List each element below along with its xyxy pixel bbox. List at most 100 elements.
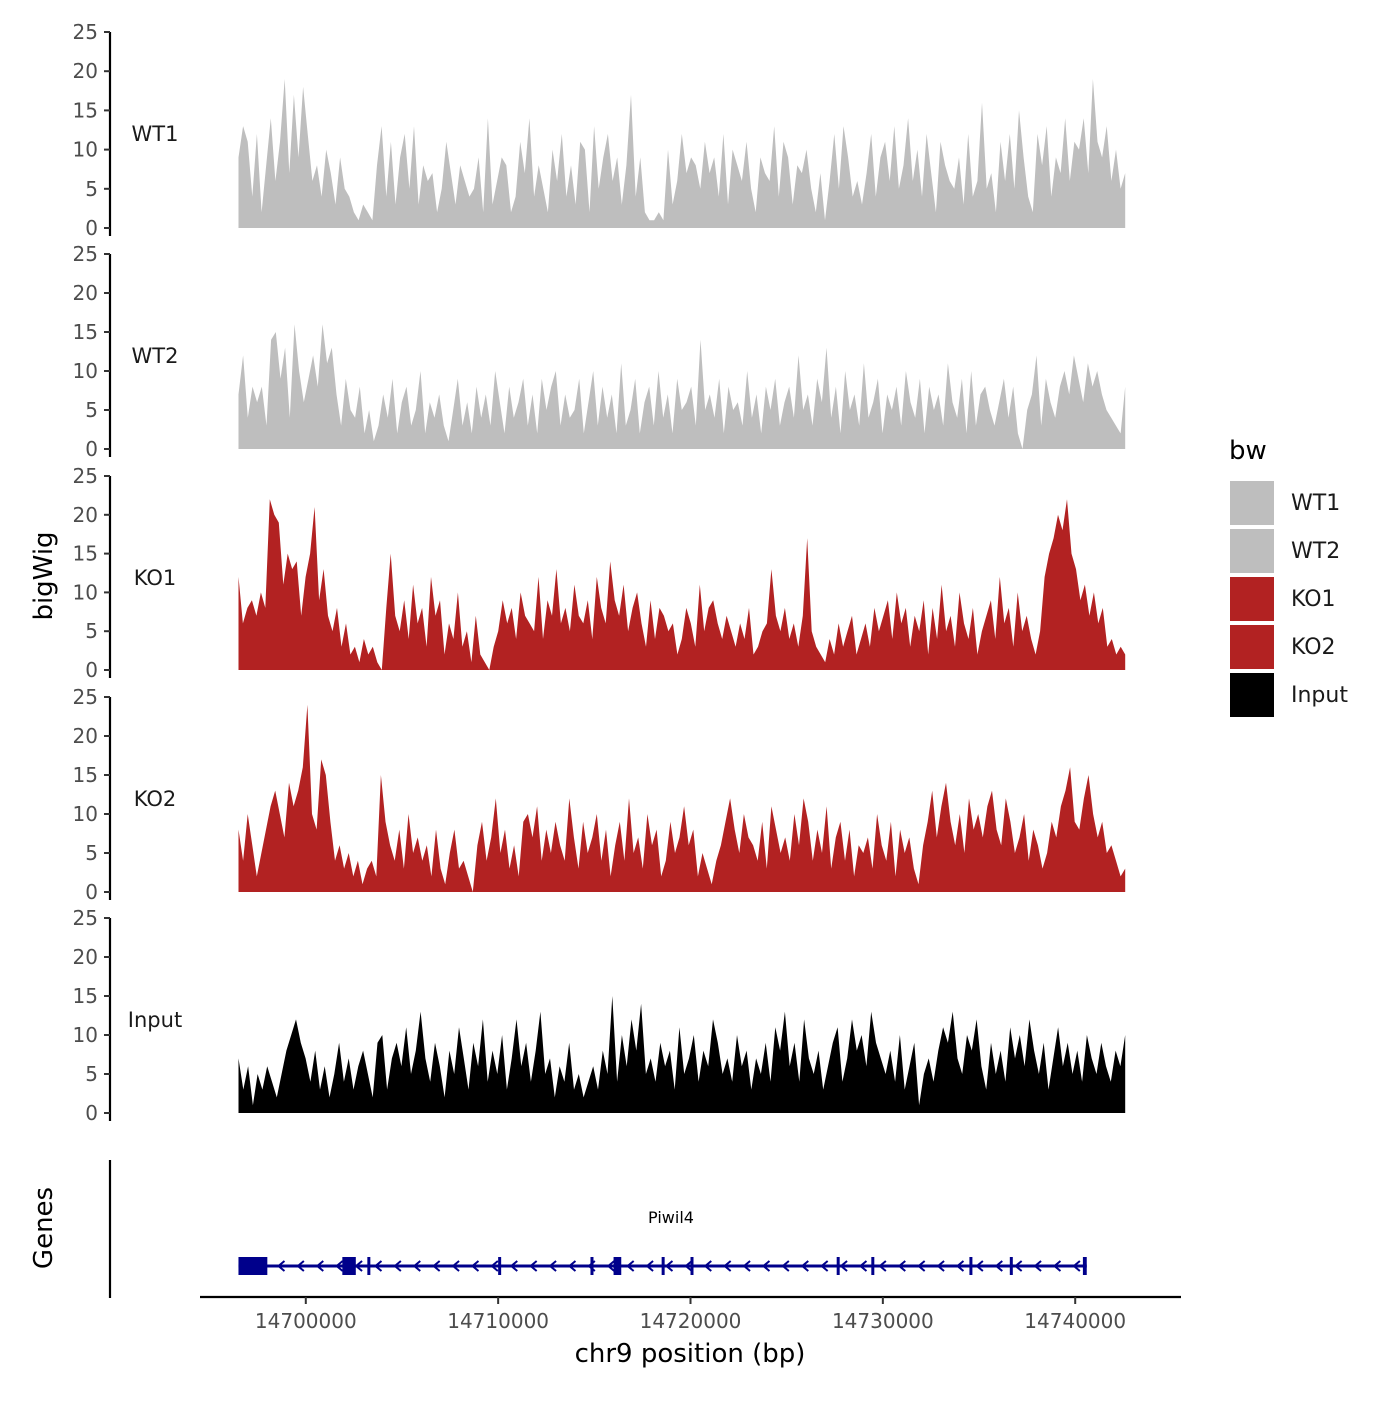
y-tick-label: 15 <box>73 320 98 344</box>
legend-label-ko2: KO2 <box>1291 635 1336 660</box>
y-axis-title: bigWig <box>29 531 59 620</box>
y-tick-label: 0 <box>85 216 98 240</box>
y-tick-label: 25 <box>73 685 98 709</box>
y-tick-label: 20 <box>73 503 98 527</box>
legend-label-wt2: WT2 <box>1291 539 1340 564</box>
y-tick-label: 20 <box>73 724 98 748</box>
x-tick-label: 14720000 <box>640 1309 742 1333</box>
legend: bw WT1 WT2 KO1 KO2 Input <box>1228 436 1348 719</box>
strand-arrow <box>820 1260 829 1272</box>
y-tick-label: 10 <box>73 138 98 162</box>
exon <box>1009 1257 1013 1275</box>
y-tick-label: 10 <box>73 580 98 604</box>
legend-key-ko1 <box>1228 575 1276 623</box>
strand-arrow <box>955 1260 965 1272</box>
strand-arrow <box>1072 1260 1081 1272</box>
track-label-input: Input <box>128 1008 182 1032</box>
tracks-layer: 0510152025WT10510152025WT20510152025KO10… <box>73 20 1126 1125</box>
legend-label-input: Input <box>1291 683 1348 708</box>
strand-arrow <box>548 1260 557 1272</box>
y-tick-label: 15 <box>73 98 98 122</box>
track-input: 0 5 10 15 20 25 Input <box>73 906 1126 1125</box>
strand-arrow <box>878 1260 887 1272</box>
strand-arrow <box>626 1260 635 1272</box>
y-tick-label: 20 <box>73 59 98 83</box>
strand-arrow <box>897 1260 906 1272</box>
y-tick-label: 25 <box>73 242 98 266</box>
exon <box>590 1257 594 1275</box>
strand-arrow <box>315 1260 324 1272</box>
strand-arrow <box>1014 1260 1023 1272</box>
strand-arrow <box>373 1260 383 1272</box>
strand-arrow <box>354 1260 363 1272</box>
exon <box>871 1257 875 1275</box>
strand-arrow <box>490 1260 499 1272</box>
legend-label-wt1: WT1 <box>1291 491 1340 516</box>
track-label-wt2: WT2 <box>132 344 179 368</box>
y-tick-label: 0 <box>85 1101 98 1125</box>
track-wt2: 0 5 10 15 20 25 WT2 <box>73 242 1126 461</box>
strand-arrow <box>335 1260 344 1272</box>
exon <box>661 1257 665 1275</box>
gene-name-label: Piwil4 <box>648 1208 694 1227</box>
strand-arrow <box>567 1260 577 1272</box>
y-tick-label: 25 <box>73 906 98 930</box>
strand-arrow <box>470 1260 480 1272</box>
strand-arrow <box>509 1260 518 1272</box>
strand-arrow <box>645 1260 654 1272</box>
x-axis: chr9 position (bp) 14700000 14710000 14720… <box>200 1295 1181 1369</box>
strand-arrow <box>800 1260 809 1272</box>
legend-title: bw <box>1229 436 1267 466</box>
y-tick-label: 20 <box>73 281 98 305</box>
y-tick-label: 10 <box>73 802 98 826</box>
signal-area-wt1 <box>238 79 1126 228</box>
exon <box>690 1257 694 1275</box>
strand-arrow <box>703 1260 712 1272</box>
legend-key-wt1 <box>1228 479 1276 527</box>
exon <box>238 1257 268 1275</box>
strand-arrow <box>451 1260 460 1272</box>
signal-area-input <box>238 996 1126 1113</box>
exon <box>367 1257 371 1275</box>
exon <box>613 1257 622 1275</box>
exon <box>498 1257 502 1275</box>
strand-arrow <box>723 1260 732 1272</box>
x-axis-title: chr9 position (bp) <box>575 1339 806 1369</box>
strand-arrow <box>781 1260 790 1272</box>
y-tick-label: 20 <box>73 945 98 969</box>
strand-arrow <box>936 1260 945 1272</box>
y-tick-label: 5 <box>85 1062 98 1086</box>
strand-arrow <box>994 1260 1003 1272</box>
strand-arrow <box>276 1260 286 1272</box>
strand-arrow <box>684 1260 693 1272</box>
y-tick-label: 15 <box>73 984 98 1008</box>
exon <box>342 1257 356 1275</box>
x-tick-label: 14710000 <box>447 1309 549 1333</box>
legend-label-ko1: KO1 <box>1291 587 1336 612</box>
x-tick-label: 14700000 <box>255 1309 357 1333</box>
exon <box>969 1257 973 1275</box>
strand-arrow <box>296 1260 305 1272</box>
strand-arrow <box>1052 1260 1062 1272</box>
y-tick-label: 10 <box>73 359 98 383</box>
y-tick-label: 0 <box>85 658 98 682</box>
y-tick-label: 5 <box>85 177 98 201</box>
strand-arrow <box>1033 1260 1042 1272</box>
strand-arrow <box>664 1260 674 1272</box>
y-tick-label: 25 <box>73 20 98 44</box>
track-ko2: 0 5 10 15 20 25 KO2 <box>73 685 1126 904</box>
x-tick-label: 14740000 <box>1024 1309 1126 1333</box>
track-ko1: 0 5 10 15 20 25 KO1 <box>73 464 1126 682</box>
gene-track-title: Genes <box>29 1187 59 1269</box>
strand-arrow <box>917 1260 926 1272</box>
strand-arrow <box>742 1260 751 1272</box>
y-tick-label: 15 <box>73 542 98 566</box>
legend-key-ko2 <box>1228 623 1276 671</box>
y-tick-label: 5 <box>85 398 98 422</box>
exon <box>836 1257 840 1275</box>
gene-track-layer: Genes Piwil4 <box>29 1160 1087 1298</box>
legend-key-wt2 <box>1228 527 1276 575</box>
track-wt1: 0 5 10 15 20 25 WT1 <box>73 20 1126 240</box>
